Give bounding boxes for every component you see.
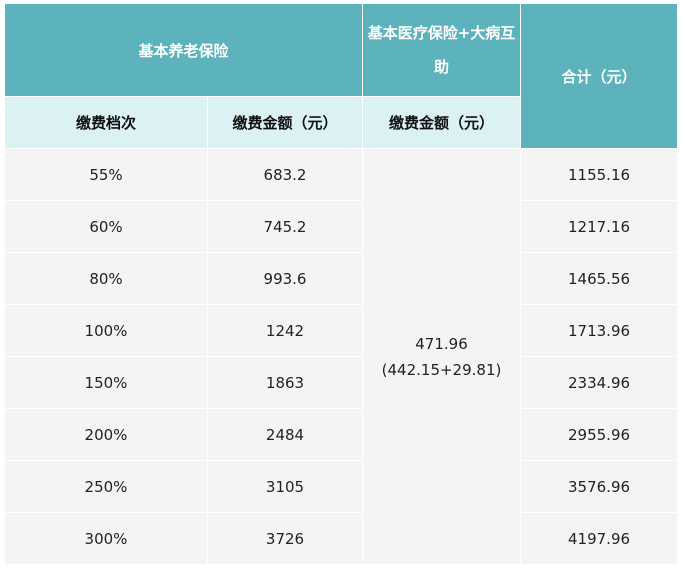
header-level: 缴费档次 — [4, 96, 208, 149]
table-row: 200% 2484 2955.96 — [4, 408, 679, 461]
total-cell: 3576.96 — [520, 460, 679, 513]
table-row: 100% 1242 1713.96 — [4, 304, 679, 357]
pension-amount-cell: 683.2 — [206, 148, 364, 201]
table-row: 150% 1863 2334.96 — [4, 356, 679, 409]
medical-amount-cell: 471.96 (442.15+29.81) — [362, 148, 522, 565]
medical-amount-value: 471.96 — [415, 334, 468, 353]
pension-amount-cell: 993.6 — [206, 252, 364, 305]
table-row: 300% 3726 4197.96 — [4, 512, 679, 565]
level-cell: 55% — [4, 148, 208, 201]
table-row: 55% 683.2 471.96 (442.15+29.81) 1155.16 — [4, 148, 679, 565]
level-cell: 250% — [4, 460, 208, 513]
table-row: 250% 3105 3576.96 — [4, 460, 679, 513]
total-cell: 2334.96 — [520, 356, 679, 409]
level-cell: 300% — [4, 512, 208, 565]
level-cell: 150% — [4, 356, 208, 409]
header-total: 合计（元） — [520, 3, 679, 149]
pension-amount-cell: 3726 — [206, 512, 364, 565]
level-cell: 80% — [4, 252, 208, 305]
total-cell: 1465.56 — [520, 252, 679, 305]
medical-amount-breakdown: (442.15+29.81) — [381, 360, 502, 379]
pension-amount-cell: 3105 — [206, 460, 364, 513]
header-row-top: 基本养老保险 基本医疗保险+大病互助 合计（元） — [3, 3, 679, 149]
total-cell: 1713.96 — [520, 304, 679, 357]
total-cell: 2955.96 — [520, 408, 679, 461]
table-row: 60% 745.2 1217.16 — [4, 200, 679, 253]
pension-amount-cell: 2484 — [206, 408, 364, 461]
total-cell: 4197.96 — [520, 512, 679, 565]
level-cell: 100% — [4, 304, 208, 357]
level-cell: 200% — [4, 408, 208, 461]
header-pension-amount: 缴费金额（元） — [206, 96, 364, 149]
total-cell: 1155.16 — [520, 148, 679, 201]
header-pension: 基本养老保险 — [3, 3, 364, 97]
pension-amount-cell: 1242 — [206, 304, 364, 357]
table-row: 80% 993.6 1465.56 — [4, 252, 679, 305]
level-cell: 60% — [4, 200, 208, 253]
insurance-fee-table: 基本养老保险 基本医疗保险+大病互助 合计（元） 缴费档次 缴费金额（元） 缴费… — [3, 3, 679, 565]
header-medical: 基本医疗保险+大病互助 — [362, 3, 522, 97]
total-cell: 1217.16 — [520, 200, 679, 253]
pension-amount-cell: 1863 — [206, 356, 364, 409]
pension-amount-cell: 745.2 — [206, 200, 364, 253]
header-medical-amount: 缴费金额（元） — [362, 96, 522, 149]
header-row-sub: 缴费档次 缴费金额（元） 缴费金额（元） — [4, 96, 678, 149]
